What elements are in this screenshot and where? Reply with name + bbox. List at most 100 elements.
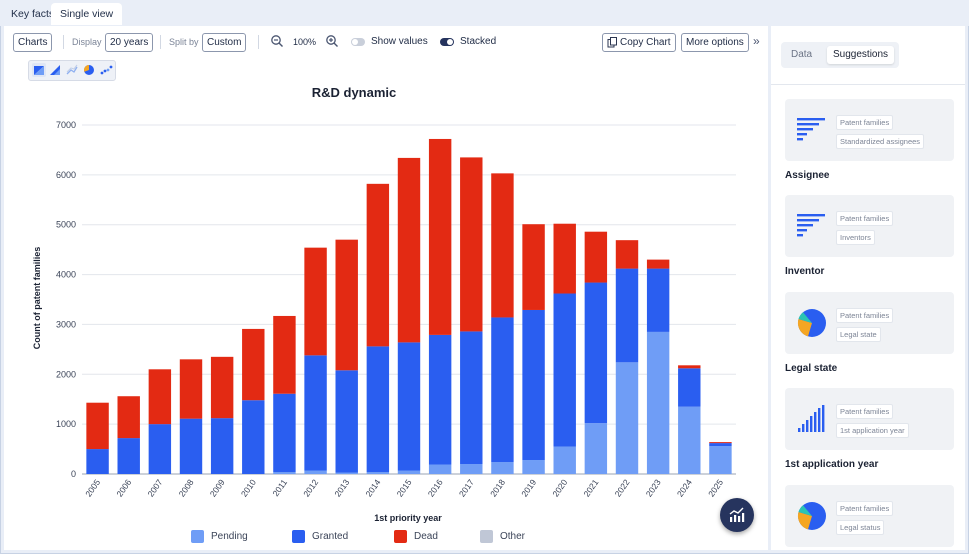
sidebar-divider	[771, 84, 965, 85]
bar-segment-granted-2006[interactable]	[118, 438, 140, 474]
bar-segment-dead-2011[interactable]	[273, 316, 295, 394]
x-tick-label: 2008	[177, 477, 196, 498]
bar-segment-dead-2012[interactable]	[304, 248, 326, 356]
bar-segment-granted-2023[interactable]	[647, 269, 669, 332]
suggestion-dimension-chip: Legal status	[836, 520, 884, 535]
legend-swatch	[292, 530, 305, 543]
bar-segment-dead-2018[interactable]	[491, 173, 513, 317]
bar-segment-granted-2008[interactable]	[180, 419, 202, 474]
x-tick-label: 2010	[239, 477, 258, 498]
bar-segment-granted-2024[interactable]	[678, 368, 700, 406]
suggestion-dimension-chip: 1st application year	[836, 423, 909, 438]
y-tick-label: 6000	[56, 170, 76, 180]
suggestion-measure-chip: Patent families	[836, 501, 893, 516]
suggestion-dimension-chip: Legal state	[836, 327, 881, 342]
suggestion-card-inventor[interactable]: Patent families Inventors	[785, 195, 954, 257]
bar-segment-dead-2022[interactable]	[616, 240, 638, 268]
y-axis-ticks: 01000200030004000500060007000	[56, 120, 76, 479]
bar-segment-dead-2019[interactable]	[522, 224, 544, 310]
suggestion-card-application-year[interactable]: Patent families 1st application year	[785, 388, 954, 450]
bar-segment-granted-2009[interactable]	[211, 418, 233, 474]
trend-chart-icon	[728, 506, 746, 524]
legend-label: Granted	[312, 530, 348, 544]
suggestion-card-legal-status[interactable]: Patent families Legal status	[785, 485, 954, 547]
bar-segment-granted-2013[interactable]	[336, 370, 358, 472]
bar-segment-granted-2021[interactable]	[585, 283, 607, 424]
legend-label: Other	[500, 530, 525, 544]
suggestion-title: Legal state	[785, 363, 837, 374]
bar-segment-granted-2010[interactable]	[242, 400, 264, 474]
bar-segment-dead-2006[interactable]	[118, 396, 140, 438]
bar-segment-pending-2016[interactable]	[429, 465, 451, 474]
bar-segment-dead-2016[interactable]	[429, 139, 451, 335]
bar-segment-pending-2025[interactable]	[709, 446, 731, 474]
bar-segment-pending-2018[interactable]	[491, 462, 513, 474]
bar-segment-pending-2013[interactable]	[336, 473, 358, 474]
bar-segment-dead-2008[interactable]	[180, 359, 202, 418]
y-tick-label: 4000	[56, 270, 76, 280]
bar-segment-granted-2022[interactable]	[616, 269, 638, 363]
legend-swatch	[480, 530, 493, 543]
bar-segment-pending-2015[interactable]	[398, 471, 420, 474]
bar-segment-dead-2013[interactable]	[336, 240, 358, 371]
bar-segment-pending-2012[interactable]	[304, 471, 326, 474]
bar-segment-pending-2019[interactable]	[522, 460, 544, 474]
bar-segment-dead-2010[interactable]	[242, 329, 264, 400]
bar-segment-dead-2007[interactable]	[149, 369, 171, 424]
tab-single-view[interactable]: Single view	[51, 3, 122, 25]
bar-segment-pending-2023[interactable]	[647, 332, 669, 474]
bar-horizontal-icon	[795, 209, 829, 243]
sidebar-tab-data[interactable]: Data	[785, 46, 818, 64]
bar-segment-dead-2017[interactable]	[460, 157, 482, 331]
y-tick-label: 7000	[56, 120, 76, 130]
bar-segment-granted-2018[interactable]	[491, 317, 513, 462]
bar-segment-granted-2017[interactable]	[460, 331, 482, 464]
bar-segment-dead-2015[interactable]	[398, 158, 420, 342]
x-tick-label: 2020	[550, 477, 569, 498]
bar-segment-granted-2012[interactable]	[304, 355, 326, 470]
suggestion-card-legal-state[interactable]: Patent families Legal state	[785, 292, 954, 354]
suggestions-sidebar: Data Suggestions Patent families Standar…	[771, 26, 965, 550]
x-tick-label: 2007	[145, 477, 164, 498]
pie-icon	[795, 499, 829, 533]
bar-segment-pending-2014[interactable]	[367, 472, 389, 474]
bar-segment-pending-2022[interactable]	[616, 362, 638, 474]
suggestion-measure-chip: Patent families	[836, 404, 893, 419]
bar-segment-pending-2017[interactable]	[460, 464, 482, 474]
x-tick-label: 2024	[675, 477, 694, 498]
bar-segment-granted-2020[interactable]	[554, 294, 576, 447]
bar-segment-dead-2025[interactable]	[709, 442, 731, 443]
suggestion-dimension-chip: Inventors	[836, 230, 875, 245]
suggestion-card-assignee[interactable]: Patent families Standardized assignees	[785, 99, 954, 161]
bar-segment-granted-2019[interactable]	[522, 310, 544, 460]
bar-segment-granted-2015[interactable]	[398, 342, 420, 470]
bar-segment-granted-2007[interactable]	[149, 424, 171, 474]
suggestion-measure-chip: Patent families	[836, 115, 893, 130]
x-tick-label: 2006	[114, 477, 133, 498]
bar-segment-pending-2021[interactable]	[585, 423, 607, 474]
suggestion-title: Assignee	[785, 170, 829, 181]
y-axis-label: Count of patent families	[32, 247, 42, 350]
bar-segment-granted-2016[interactable]	[429, 335, 451, 465]
bar-segment-pending-2011[interactable]	[273, 472, 295, 474]
x-tick-label: 2022	[613, 477, 632, 498]
bar-segment-granted-2005[interactable]	[86, 449, 108, 474]
bar-segment-dead-2005[interactable]	[86, 403, 108, 449]
bar-segment-dead-2014[interactable]	[367, 184, 389, 347]
bar-segment-pending-2020[interactable]	[554, 447, 576, 474]
bar-segment-granted-2011[interactable]	[273, 394, 295, 472]
chart-suggestions-button[interactable]	[720, 498, 754, 532]
y-tick-label: 5000	[56, 220, 76, 230]
bar-segment-dead-2024[interactable]	[678, 365, 700, 368]
x-tick-label: 2012	[301, 477, 320, 498]
bar-segment-granted-2025[interactable]	[709, 443, 731, 446]
bar-segment-dead-2023[interactable]	[647, 260, 669, 269]
bar-segment-dead-2020[interactable]	[554, 224, 576, 294]
y-tick-label: 1000	[56, 419, 76, 429]
bar-segment-dead-2021[interactable]	[585, 232, 607, 283]
sidebar-tab-suggestions[interactable]: Suggestions	[827, 46, 894, 64]
bar-segment-dead-2009[interactable]	[211, 357, 233, 418]
bar-segment-pending-2024[interactable]	[678, 407, 700, 474]
chart-bars	[86, 139, 731, 474]
bar-segment-granted-2014[interactable]	[367, 346, 389, 472]
